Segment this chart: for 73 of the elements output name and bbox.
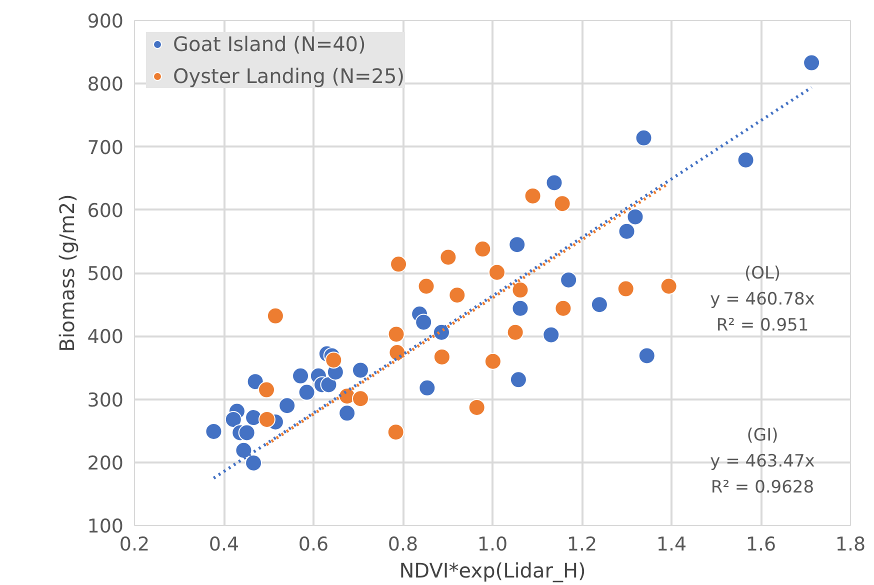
point: [338, 404, 356, 422]
point: [542, 326, 560, 344]
x-tick-label: 1.6: [746, 534, 776, 556]
y-tick-label: 600: [87, 200, 124, 222]
point: [352, 362, 369, 379]
point: [468, 398, 486, 416]
point: [390, 256, 408, 273]
point: [554, 195, 571, 212]
point: [506, 324, 524, 341]
point: [266, 307, 284, 324]
x-tick-label: 1.2: [566, 534, 598, 556]
point: [352, 390, 369, 408]
x-tick-label: 0.8: [388, 534, 418, 556]
point: [488, 264, 506, 281]
point: [325, 352, 342, 369]
point: [474, 240, 492, 258]
y-tick-label: 500: [87, 263, 124, 285]
x-axis-title: NDVI*exp(Lidar_H): [399, 558, 586, 582]
y-tick-label: 300: [87, 389, 124, 412]
point: [433, 348, 450, 366]
y-tick-label: 800: [87, 74, 124, 96]
point: [235, 442, 252, 459]
point: [512, 282, 529, 299]
legend-label: Oyster Landing (N=25): [173, 64, 405, 88]
point: [246, 373, 264, 390]
y-tick-label: 900: [87, 10, 124, 32]
point: [292, 367, 310, 384]
point: [388, 326, 405, 343]
x-tick-label: 0.6: [298, 534, 329, 556]
point: [258, 381, 276, 398]
point: [415, 314, 432, 331]
annotation: (OL) y = 460.78x R² = 0.951: [710, 264, 815, 336]
point: [618, 222, 636, 240]
point: [245, 409, 262, 426]
point: [512, 300, 529, 317]
point: [205, 422, 222, 440]
legend-label: Goat Island (N=40): [173, 32, 366, 56]
point: [258, 410, 276, 428]
point: [660, 278, 678, 295]
x-tick-label: 1.0: [477, 534, 508, 556]
y-tick-label: 700: [87, 136, 124, 159]
point: [440, 248, 457, 266]
point: [418, 379, 436, 396]
point: [560, 271, 578, 288]
point: [387, 424, 404, 441]
y-tick-label: 200: [87, 452, 124, 474]
y-axis-title: Biomass (g/m2): [55, 194, 80, 352]
point: [448, 286, 466, 304]
x-tick-label: 1.4: [656, 534, 687, 556]
annotation: (GI) y = 463.47x R² = 0.9628: [710, 426, 815, 498]
point: [546, 174, 563, 192]
point: [245, 454, 262, 472]
point: [484, 352, 502, 370]
point: [418, 278, 435, 295]
point: [278, 397, 296, 414]
point: [510, 371, 527, 388]
point: [626, 208, 644, 226]
point: [224, 410, 242, 428]
point: [617, 280, 634, 298]
x-tick-label: 0.4: [208, 534, 240, 556]
point: [638, 347, 656, 364]
point: [590, 296, 608, 314]
point: [508, 236, 526, 254]
point: [524, 188, 542, 204]
point: [737, 152, 754, 168]
point: [803, 54, 820, 72]
x-tick-label: 1.8: [835, 534, 866, 556]
point: [320, 376, 338, 394]
point: [554, 300, 572, 317]
point: [298, 384, 316, 401]
y-tick-label: 400: [87, 326, 124, 348]
point: [238, 424, 256, 442]
point: [635, 129, 652, 146]
